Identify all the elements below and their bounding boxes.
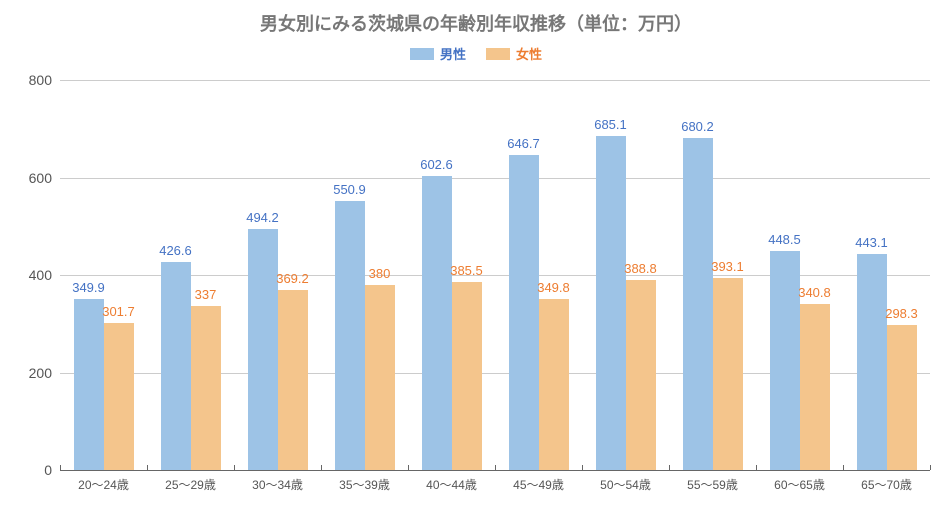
xtick: 30〜34歳 (234, 470, 321, 493)
xtick-label: 50〜54歳 (582, 470, 669, 493)
xtick-label: 65〜70歳 (843, 470, 930, 493)
xtick: 45〜49歳 (495, 470, 582, 493)
legend-label: 男性 (440, 44, 466, 63)
bar: 349.9 (74, 299, 104, 470)
xtick-mark (930, 465, 931, 470)
category-group: 550.9380 (321, 80, 408, 470)
xtick-mark (234, 465, 235, 470)
bar-value-label: 301.7 (102, 304, 135, 323)
xtick: 65〜70歳 (843, 470, 930, 493)
legend-item-1: 女性 (486, 44, 542, 63)
category-group: 646.7349.8 (495, 80, 582, 470)
xtick-label: 25〜29歳 (147, 470, 234, 493)
bar-value-label: 340.8 (798, 285, 831, 304)
bar-value-label: 393.1 (711, 259, 744, 278)
bar-value-label: 550.9 (333, 182, 366, 201)
bar: 602.6 (422, 176, 452, 470)
xtick-label: 60〜65歳 (756, 470, 843, 493)
bar: 426.6 (161, 262, 191, 470)
bar-value-label: 337 (195, 287, 217, 306)
xtick-label: 45〜49歳 (495, 470, 582, 493)
bar-value-label: 426.6 (159, 243, 192, 262)
bar-value-label: 298.3 (885, 306, 918, 325)
ytick-label: 800 (10, 72, 60, 88)
xtick: 55〜59歳 (669, 470, 756, 493)
bar: 550.9 (335, 201, 365, 470)
bar-value-label: 443.1 (855, 235, 888, 254)
bar: 298.3 (887, 325, 917, 470)
bar: 340.8 (800, 304, 830, 470)
xtick: 35〜39歳 (321, 470, 408, 493)
bar-value-label: 385.5 (450, 263, 483, 282)
xtick-mark (408, 465, 409, 470)
xtick-label: 55〜59歳 (669, 470, 756, 493)
bar-value-label: 388.8 (624, 261, 657, 280)
category-group: 426.6337 (147, 80, 234, 470)
xtick: 40〜44歳 (408, 470, 495, 493)
bar: 393.1 (713, 278, 743, 470)
legend-item-0: 男性 (410, 44, 466, 63)
category-group: 349.9301.7 (60, 80, 147, 470)
xtick: 50〜54歳 (582, 470, 669, 493)
ytick-label: 400 (10, 267, 60, 283)
bars-container: 349.9301.7426.6337494.2369.2550.9380602.… (60, 80, 930, 470)
xtick-label: 35〜39歳 (321, 470, 408, 493)
xtick: 25〜29歳 (147, 470, 234, 493)
bar: 494.2 (248, 229, 278, 470)
bar-value-label: 349.8 (537, 280, 570, 299)
category-group: 685.1388.8 (582, 80, 669, 470)
legend-swatch-icon (486, 48, 510, 60)
bar-value-label: 349.9 (72, 280, 105, 299)
bar-value-label: 680.2 (681, 119, 714, 138)
xtick-label: 40〜44歳 (408, 470, 495, 493)
bar: 448.5 (770, 251, 800, 470)
bar: 337 (191, 306, 221, 470)
xtick-mark (495, 465, 496, 470)
bar: 349.8 (539, 299, 569, 470)
x-axis: 20〜24歳25〜29歳30〜34歳35〜39歳40〜44歳45〜49歳50〜5… (60, 470, 930, 493)
bar: 680.2 (683, 138, 713, 470)
xtick-label: 30〜34歳 (234, 470, 321, 493)
bar-value-label: 602.6 (420, 157, 453, 176)
category-group: 443.1298.3 (843, 80, 930, 470)
bar: 685.1 (596, 136, 626, 470)
bar-value-label: 646.7 (507, 136, 540, 155)
bar: 646.7 (509, 155, 539, 470)
bar-value-label: 380 (369, 266, 391, 285)
xtick: 20〜24歳 (60, 470, 147, 493)
xtick-mark (321, 465, 322, 470)
ytick-label: 0 (10, 462, 60, 478)
chart-title: 男女別にみる茨城県の年齢別年収推移（単位：万円） (0, 0, 952, 36)
bar-value-label: 448.5 (768, 232, 801, 251)
plot-area: 0200400600800 349.9301.7426.6337494.2369… (60, 80, 930, 470)
chart-area: 0200400600800 349.9301.7426.6337494.2369… (60, 80, 930, 470)
bar-value-label: 369.2 (276, 271, 309, 290)
xtick-mark (582, 465, 583, 470)
legend: 男性 女性 (0, 44, 952, 63)
bar: 369.2 (278, 290, 308, 470)
bar-value-label: 685.1 (594, 117, 627, 136)
category-group: 680.2393.1 (669, 80, 756, 470)
ytick-label: 600 (10, 170, 60, 186)
xtick: 60〜65歳 (756, 470, 843, 493)
xtick-mark (669, 465, 670, 470)
bar: 385.5 (452, 282, 482, 470)
legend-label: 女性 (516, 44, 542, 63)
bar: 380 (365, 285, 395, 470)
bar: 388.8 (626, 280, 656, 470)
xtick-mark (60, 465, 61, 470)
legend-swatch-icon (410, 48, 434, 60)
xtick-mark (843, 465, 844, 470)
bar: 443.1 (857, 254, 887, 470)
bar: 301.7 (104, 323, 134, 470)
xtick-mark (147, 465, 148, 470)
xtick-mark (756, 465, 757, 470)
ytick-label: 200 (10, 365, 60, 381)
category-group: 494.2369.2 (234, 80, 321, 470)
bar-value-label: 494.2 (246, 210, 279, 229)
xtick-label: 20〜24歳 (60, 470, 147, 493)
category-group: 602.6385.5 (408, 80, 495, 470)
category-group: 448.5340.8 (756, 80, 843, 470)
